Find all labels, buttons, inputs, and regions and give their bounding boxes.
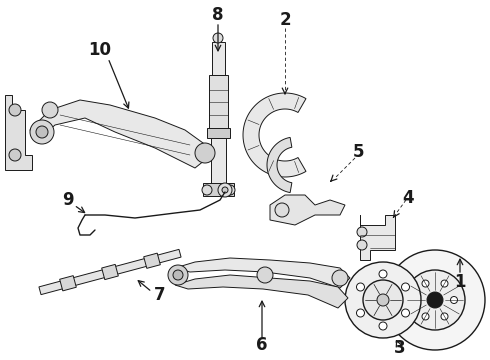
Circle shape [379, 270, 387, 278]
Circle shape [202, 185, 212, 195]
Polygon shape [144, 253, 160, 268]
Circle shape [357, 240, 367, 250]
Polygon shape [175, 258, 350, 288]
Circle shape [275, 203, 289, 217]
Circle shape [357, 309, 365, 317]
Text: 1: 1 [454, 273, 466, 291]
Circle shape [441, 280, 448, 287]
Polygon shape [5, 95, 32, 170]
Polygon shape [267, 138, 292, 193]
Polygon shape [212, 42, 225, 75]
Circle shape [225, 185, 235, 195]
Polygon shape [175, 275, 348, 308]
Polygon shape [243, 93, 306, 177]
Circle shape [257, 267, 273, 283]
Circle shape [385, 250, 485, 350]
Circle shape [357, 227, 367, 237]
Text: 10: 10 [89, 41, 112, 59]
Circle shape [413, 297, 419, 303]
Circle shape [422, 313, 429, 320]
Text: 9: 9 [62, 191, 74, 209]
Text: 4: 4 [402, 189, 414, 207]
Polygon shape [360, 215, 395, 260]
Circle shape [195, 143, 215, 163]
Circle shape [427, 292, 443, 308]
Circle shape [173, 270, 183, 280]
Circle shape [30, 120, 54, 144]
Polygon shape [30, 100, 210, 168]
Polygon shape [39, 249, 181, 294]
Polygon shape [211, 138, 226, 185]
Text: 3: 3 [394, 339, 406, 357]
Circle shape [405, 270, 465, 330]
Circle shape [9, 149, 21, 161]
Circle shape [42, 102, 58, 118]
Polygon shape [203, 183, 234, 196]
Circle shape [213, 33, 223, 43]
Circle shape [422, 280, 429, 287]
Polygon shape [270, 195, 345, 225]
Circle shape [379, 322, 387, 330]
Circle shape [401, 309, 410, 317]
Circle shape [332, 270, 348, 286]
Circle shape [377, 294, 389, 306]
Polygon shape [102, 264, 118, 280]
Circle shape [357, 283, 365, 291]
Text: 2: 2 [279, 11, 291, 29]
Circle shape [345, 262, 421, 338]
Text: 7: 7 [154, 286, 166, 304]
Polygon shape [209, 75, 228, 130]
Text: 5: 5 [352, 143, 364, 161]
Circle shape [441, 313, 448, 320]
Circle shape [9, 104, 21, 116]
Circle shape [363, 280, 403, 320]
Text: 6: 6 [256, 336, 268, 354]
Circle shape [450, 297, 458, 303]
Circle shape [36, 126, 48, 138]
Circle shape [401, 283, 410, 291]
Circle shape [168, 265, 188, 285]
Circle shape [222, 187, 228, 193]
Polygon shape [207, 128, 230, 138]
Polygon shape [60, 276, 76, 291]
Text: 8: 8 [212, 6, 224, 24]
Circle shape [218, 183, 232, 197]
